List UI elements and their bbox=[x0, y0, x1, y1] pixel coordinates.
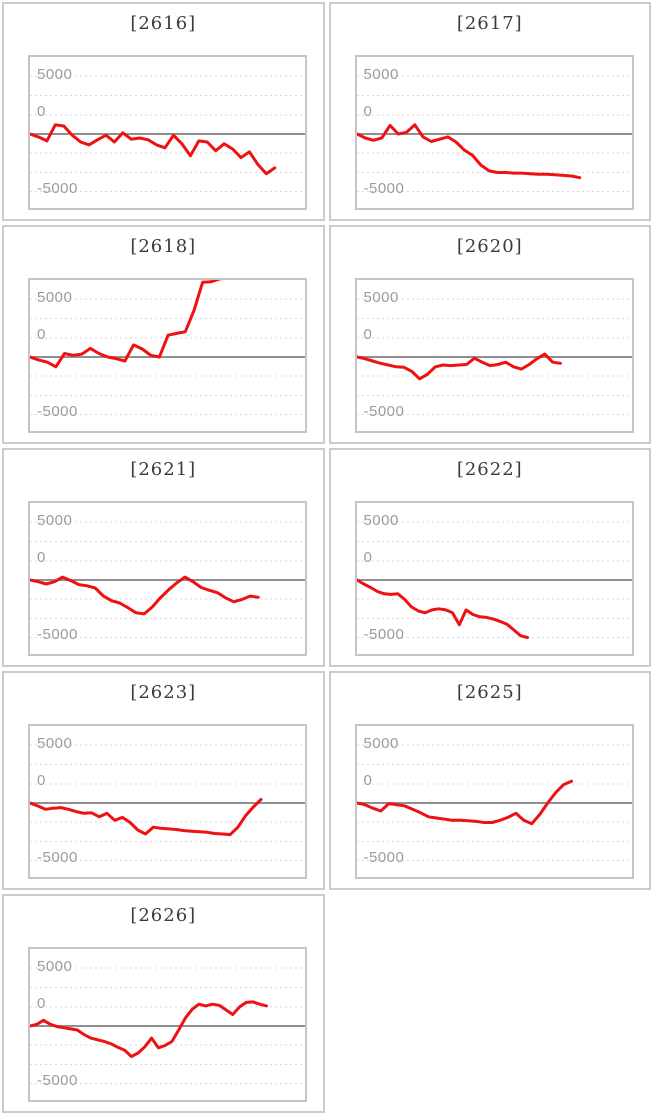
y-tick-label: -5000 bbox=[37, 403, 78, 420]
chart-cell: [2616] 5000 0 -5000 bbox=[2, 2, 325, 221]
plot-area: 5000 0 -5000 bbox=[28, 55, 307, 210]
y-tick-label: -5000 bbox=[37, 626, 78, 643]
chart-cell: [2626] 5000 0 -5000 bbox=[2, 894, 325, 1113]
chart-canvas bbox=[30, 967, 305, 1084]
chart-title: [2618] bbox=[130, 236, 197, 257]
series-line bbox=[30, 798, 263, 837]
chart-title: [2625] bbox=[456, 682, 523, 703]
y-tick-label: 0 bbox=[37, 103, 46, 120]
chart-title: [2626] bbox=[130, 905, 197, 926]
y-tick-label: 0 bbox=[37, 995, 46, 1012]
chart-title: [2623] bbox=[130, 682, 197, 703]
chart-canvas bbox=[30, 744, 305, 861]
y-tick-label: 5000 bbox=[363, 735, 399, 752]
y-tick-label: 5000 bbox=[37, 735, 73, 752]
y-tick-label: -5000 bbox=[363, 849, 405, 866]
chart-cell: [2617] 5000 0 -5000 bbox=[328, 2, 651, 221]
chart-title: [2620] bbox=[456, 236, 523, 257]
y-tick-label: 5000 bbox=[363, 512, 399, 529]
y-tick-label: 5000 bbox=[37, 512, 73, 529]
y-tick-label: -5000 bbox=[37, 180, 78, 197]
y-tick-label: 0 bbox=[37, 549, 46, 566]
chart-cell: [2621] 5000 0 -5000 bbox=[2, 448, 325, 667]
chart-canvas bbox=[356, 75, 632, 192]
y-tick-label: 0 bbox=[363, 103, 373, 120]
chart-cell: [2623] 5000 0 -5000 bbox=[2, 671, 325, 890]
y-tick-label: -5000 bbox=[37, 1072, 78, 1089]
y-tick-label: 5000 bbox=[37, 289, 73, 306]
series-line bbox=[356, 352, 562, 381]
chart-canvas bbox=[356, 298, 632, 415]
plot-area: 5000 0 -5000 bbox=[28, 501, 307, 656]
chart-cell: [2622] 5000 0 -5000 bbox=[328, 448, 651, 667]
series-line bbox=[356, 578, 529, 639]
y-tick-label: 5000 bbox=[37, 958, 73, 975]
plot-area: 5000 0 -5000 bbox=[28, 947, 307, 1102]
chart-title: [2622] bbox=[456, 459, 523, 480]
chart-title: [2617] bbox=[456, 13, 523, 34]
chart-canvas bbox=[30, 280, 305, 415]
plot-area: 5000 0 -5000 bbox=[354, 724, 634, 879]
y-tick-label: 5000 bbox=[363, 66, 399, 83]
series-line bbox=[356, 779, 573, 826]
plot-area: 5000 0 -5000 bbox=[354, 55, 634, 210]
series-line bbox=[30, 280, 225, 369]
y-tick-label: 0 bbox=[363, 326, 373, 343]
chart-cell: [2620] 5000 0 -5000 bbox=[328, 225, 651, 444]
y-tick-label: 0 bbox=[37, 326, 46, 343]
series-line bbox=[30, 1000, 268, 1058]
y-tick-label: -5000 bbox=[363, 180, 405, 197]
series-line bbox=[30, 123, 277, 176]
chart-title: [2616] bbox=[130, 13, 197, 34]
chart-canvas bbox=[356, 521, 632, 639]
y-tick-label: 0 bbox=[37, 772, 46, 789]
plot-area: 5000 0 -5000 bbox=[354, 278, 634, 433]
y-tick-label: 5000 bbox=[37, 66, 73, 83]
y-tick-label: -5000 bbox=[363, 403, 405, 420]
y-tick-label: 5000 bbox=[363, 289, 399, 306]
series-line bbox=[356, 123, 581, 180]
chart-canvas bbox=[356, 744, 632, 861]
y-tick-label: 0 bbox=[363, 549, 373, 566]
y-tick-label: 0 bbox=[363, 772, 373, 789]
y-tick-label: -5000 bbox=[37, 849, 78, 866]
chart-canvas bbox=[30, 521, 305, 638]
plot-area: 5000 0 -5000 bbox=[28, 278, 307, 433]
chart-cell: [2618] 5000 0 -5000 bbox=[2, 225, 325, 444]
plot-area: 5000 0 -5000 bbox=[28, 724, 307, 879]
y-tick-label: -5000 bbox=[363, 626, 405, 643]
chart-title: [2621] bbox=[130, 459, 197, 480]
plot-area: 5000 0 -5000 bbox=[354, 501, 634, 656]
series-line bbox=[30, 575, 260, 616]
chart-canvas bbox=[30, 75, 305, 192]
chart-cell: [2625] 5000 0 -5000 bbox=[328, 671, 651, 890]
